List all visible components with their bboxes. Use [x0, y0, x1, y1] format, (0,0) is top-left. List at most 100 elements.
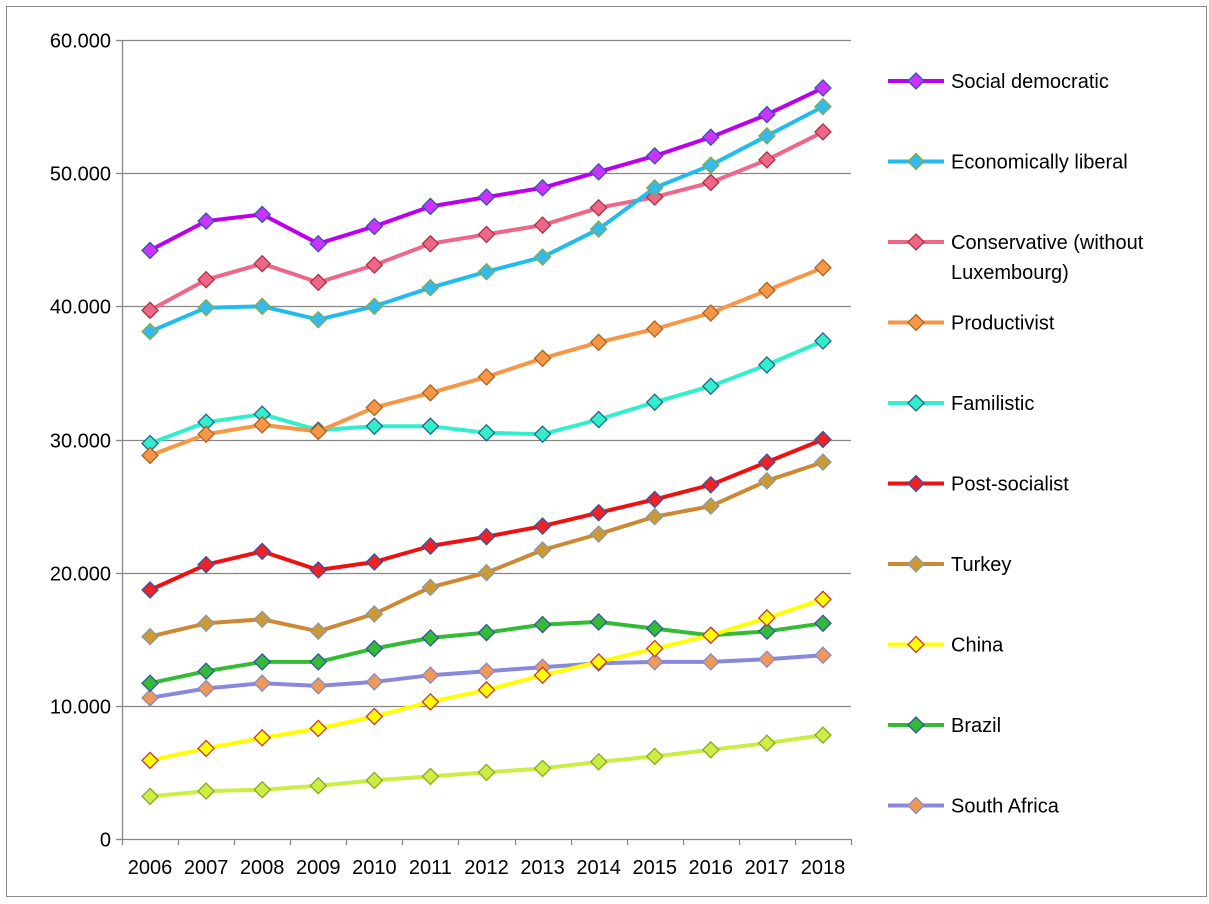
y-tick-label: 10.000	[50, 697, 111, 719]
data-point	[533, 517, 552, 535]
data-point	[477, 225, 496, 244]
legend-entry: South Africa	[888, 796, 1060, 818]
data-point	[645, 507, 664, 526]
y-tick-label: 30.000	[50, 431, 111, 453]
data-point	[309, 676, 328, 695]
data-point	[365, 672, 384, 691]
data-point	[645, 146, 664, 165]
data-point	[589, 525, 608, 543]
data-point	[701, 128, 720, 147]
data-point	[421, 383, 440, 402]
series-china	[141, 590, 832, 770]
y-tick-label: 50.000	[50, 164, 111, 186]
series-post-socialist	[141, 430, 832, 599]
data-point	[421, 666, 440, 685]
legend-swatch-marker	[907, 796, 925, 815]
data-point	[309, 652, 328, 671]
data-point	[477, 623, 496, 642]
data-point	[645, 639, 664, 658]
data-point	[253, 254, 272, 273]
data-point	[309, 719, 328, 738]
legend-swatch-marker	[907, 233, 925, 251]
y-tick-label: 0	[100, 830, 111, 852]
data-point	[365, 217, 384, 236]
data-point	[589, 198, 608, 217]
data-point	[365, 771, 384, 790]
gridlines	[122, 39, 851, 708]
data-point	[141, 446, 159, 465]
y-tick-label: 40.000	[50, 297, 111, 319]
data-point	[814, 430, 832, 449]
data-point	[141, 301, 159, 320]
data-point	[197, 739, 216, 758]
data-point	[589, 162, 608, 181]
data-point	[141, 787, 159, 806]
data-point	[701, 626, 720, 645]
data-point	[757, 126, 776, 145]
legend-label: Turkey	[951, 554, 1011, 576]
legend-label: South Africa	[951, 796, 1060, 818]
data-point	[701, 156, 720, 175]
data-point	[533, 178, 552, 197]
data-point	[477, 262, 496, 281]
data-point	[309, 273, 328, 292]
legend-label: China	[951, 635, 1004, 657]
x-tick-label: 2006	[128, 857, 173, 879]
legend-entry: Post-socialist	[888, 474, 1069, 496]
data-point	[141, 688, 159, 707]
legend-label: Conservative (without	[951, 232, 1144, 254]
data-point	[477, 563, 496, 582]
data-point	[253, 297, 272, 316]
data-point	[814, 258, 832, 277]
data-point	[814, 453, 832, 472]
data-point	[309, 561, 328, 579]
data-point	[533, 541, 552, 559]
data-point	[141, 751, 159, 770]
data-point	[589, 613, 608, 631]
data-point	[701, 740, 720, 759]
series-conservative-without-luxembourg	[141, 122, 832, 320]
data-point	[757, 622, 776, 641]
legend-swatch-marker	[907, 716, 925, 734]
data-point	[477, 763, 496, 782]
series-social-democratic	[141, 79, 832, 260]
data-point	[365, 707, 384, 726]
data-point	[701, 173, 720, 192]
data-point	[421, 692, 440, 711]
data-point	[701, 497, 720, 516]
data-point	[197, 425, 216, 444]
data-point	[814, 79, 832, 97]
legend-swatch-marker	[907, 152, 925, 171]
series-unlabeled	[141, 726, 832, 806]
series-familistic	[141, 332, 832, 453]
data-point	[365, 639, 384, 658]
data-point	[253, 780, 272, 799]
data-point	[701, 304, 720, 322]
legend-label: Familistic	[951, 393, 1034, 415]
data-point	[645, 320, 664, 338]
data-point	[197, 662, 216, 681]
data-point	[645, 393, 664, 412]
data-point	[645, 178, 664, 197]
data-point	[701, 652, 720, 671]
data-point	[589, 752, 608, 771]
data-point	[141, 627, 159, 646]
data-point	[197, 782, 216, 800]
data-point	[253, 728, 272, 747]
data-point	[533, 615, 552, 634]
data-point	[757, 471, 776, 490]
data-point	[533, 248, 552, 266]
data-point	[477, 423, 496, 442]
series-turkey	[141, 453, 832, 646]
legend-swatch-marker	[907, 474, 925, 493]
legend-swatch-marker	[907, 394, 925, 412]
data-point	[814, 614, 832, 633]
data-point	[701, 377, 720, 396]
data-point	[253, 205, 272, 224]
legend: Social democratic Economically liberal Con…	[888, 71, 1144, 818]
legend-label: Economically liberal	[951, 152, 1128, 174]
data-point	[197, 212, 216, 231]
data-point	[814, 726, 832, 745]
legend-label: Luxembourg)	[951, 262, 1069, 284]
data-point	[365, 398, 384, 417]
